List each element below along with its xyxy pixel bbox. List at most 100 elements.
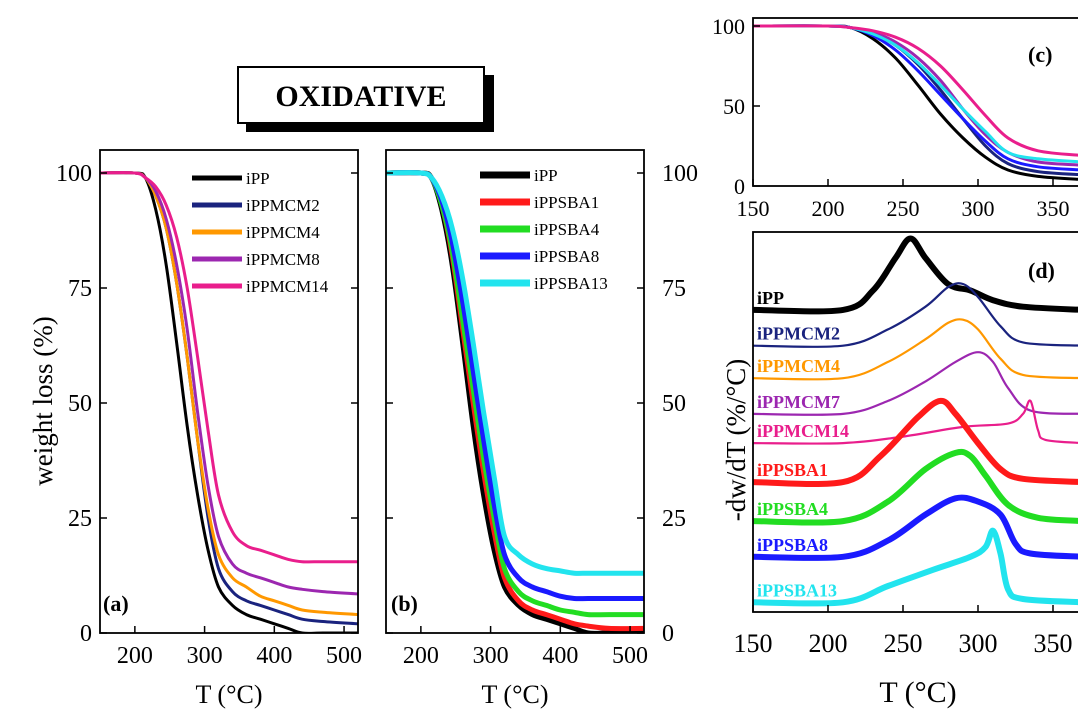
series-line-iPPMCM14	[100, 171, 358, 564]
panel-d: 150 200 250 300 350 iPP iPPMCM2 iPPMCM4 iPPMCM7…	[734, 231, 1078, 709]
series-line-iPPMCM14	[753, 399, 1078, 445]
series-line-iPPMCM4	[753, 318, 1078, 381]
x-tick-label: 300	[962, 196, 995, 221]
y-tick-label: 25	[662, 506, 686, 532]
series-line-iPPMCM8	[100, 171, 358, 596]
series-line-iPPSBA8	[753, 494, 1078, 561]
panel-d-axes: 150 200 250 300 350	[734, 605, 1073, 658]
series-line-iPPMCM2	[753, 282, 1078, 348]
y-tick-label: 50	[68, 391, 92, 417]
y-tick-label: 0	[80, 621, 92, 647]
panel-d-label: (d)	[1028, 258, 1055, 283]
legend-label-iPPSBA1: iPPSBA1	[534, 193, 599, 212]
series-line-iPPSBA4	[753, 448, 1078, 526]
x-tick-label: 400	[256, 643, 292, 669]
series-label-iPPSBA13: iPPSBA13	[757, 580, 837, 600]
series-label-iPPSBA1: iPPSBA1	[757, 460, 828, 480]
panel-d-frame	[752, 231, 1078, 613]
legend-label-iPPMCM4: iPPMCM4	[246, 223, 320, 242]
panel-b-legend: iPP iPPSBA1 iPPSBA4 iPPSBA8 iPPSBA13	[480, 166, 608, 293]
legend-label-iPPMCM2: iPPMCM2	[246, 196, 320, 215]
panel-b-xlabel: T (°C)	[482, 680, 549, 709]
x-tick-label: 200	[403, 643, 439, 669]
panel-b-series	[386, 170, 644, 633]
series-line-iPPSBA13	[386, 170, 644, 576]
panel-d-series	[753, 235, 1078, 607]
series-line-iPPSBA8	[386, 170, 644, 602]
panel-a-label: (a)	[103, 591, 129, 616]
series-line-c-5	[753, 24, 1078, 157]
x-tick-label: 350	[1037, 196, 1070, 221]
title-box: OXIDATIVE	[237, 66, 494, 132]
y-tick-label: 0	[662, 621, 674, 647]
y-tick-label: 0	[734, 174, 745, 199]
series-label-iPPSBA8: iPPSBA8	[757, 535, 828, 555]
panel-c-axes: 150 200 250 300 350 0 50 100	[712, 14, 1070, 221]
y-tick-label: 50	[723, 94, 745, 119]
panel-b-label: (b)	[391, 591, 418, 616]
x-tick-label: 150	[737, 196, 770, 221]
series-line-iPPMCM4	[100, 171, 358, 617]
x-tick-label: 150	[734, 629, 773, 658]
series-label-iPPMCM2: iPPMCM2	[757, 324, 840, 344]
panel-a-ylabel: weight loss (%)	[28, 316, 58, 485]
panel-c-frame	[752, 17, 1078, 187]
legend-label-iPPSBA4: iPPSBA4	[534, 220, 600, 239]
title-label: OXIDATIVE	[275, 80, 446, 113]
y-tick-label: 75	[662, 276, 686, 302]
panel-d-ylabel: -dw/dT (%/°C)	[721, 359, 751, 522]
legend-label-iPP: iPP	[534, 166, 558, 185]
series-label-iPPMCM14: iPPMCM14	[757, 421, 849, 441]
series-line-iPPSBA13	[753, 527, 1078, 607]
panel-b: 200 300 400 500 0 25 50 75 100 iPP iPPSBA1 iPPSBA4…	[385, 149, 698, 709]
series-line-iPPMCM7	[753, 351, 1078, 416]
legend-label-iPPMCM8: iPPMCM8	[246, 250, 320, 269]
panel-b-axes: 200 300 400 500 0 25 50 75 100	[386, 161, 698, 669]
panel-b-frame	[385, 149, 645, 634]
x-tick-label: 500	[612, 643, 648, 669]
panel-a-series	[100, 171, 358, 633]
panel-c-series	[753, 24, 1078, 181]
x-tick-label: 250	[884, 629, 923, 658]
series-label-iPPSBA4: iPPSBA4	[757, 499, 828, 519]
y-tick-label: 100	[56, 161, 92, 187]
panel-a-legend: iPP iPPMCM2 iPPMCM4 iPPMCM8 iPPMCM14	[192, 169, 329, 296]
x-tick-label: 250	[887, 196, 920, 221]
y-tick-label: 50	[662, 391, 686, 417]
legend-label-iPPSBA8: iPPSBA8	[534, 247, 599, 266]
y-tick-label: 25	[68, 506, 92, 532]
series-label-iPP: iPP	[757, 288, 784, 308]
series-line-iPP	[386, 170, 644, 633]
x-tick-label: 300	[959, 629, 998, 658]
series-label-iPPMCM7: iPPMCM7	[757, 392, 840, 412]
series-label-iPPMCM4: iPPMCM4	[757, 356, 840, 376]
legend-label-iPP: iPP	[246, 169, 270, 188]
x-tick-label: 200	[809, 629, 848, 658]
x-tick-label: 200	[117, 643, 153, 669]
y-tick-label: 100	[662, 161, 698, 187]
panel-a-axes: 200 300 400 500 0 25 50 75 100	[56, 161, 362, 669]
series-line-iPPSBA4	[386, 170, 644, 618]
series-line-iPP	[753, 235, 1078, 315]
panel-d-xlabel: T (°C)	[879, 676, 956, 709]
x-tick-label: 400	[542, 643, 578, 669]
x-tick-label: 200	[812, 196, 845, 221]
panel-a-xlabel: T (°C)	[196, 680, 263, 709]
panel-d-series-labels: iPP iPPMCM2 iPPMCM4 iPPMCM7 iPPMCM14 iPPSBA1 i…	[757, 288, 849, 600]
y-tick-label: 75	[68, 276, 92, 302]
x-tick-label: 300	[473, 643, 509, 669]
y-tick-label: 100	[712, 14, 745, 39]
series-line-iPPSBA1	[753, 397, 1078, 487]
panel-a: 200 300 400 500 0 25 50 75 100 iPP iPPMCM2 iPPMCM4…	[56, 149, 362, 709]
panel-a-frame	[99, 149, 359, 634]
panel-c-label: (c)	[1028, 42, 1052, 67]
series-line-iPPSBA1	[386, 170, 644, 632]
x-tick-label: 350	[1034, 629, 1073, 658]
legend-label-iPPSBA13: iPPSBA13	[534, 274, 608, 293]
panel-c: 150 200 250 300 350 0 50 100 (c)	[712, 14, 1078, 221]
x-tick-label: 500	[326, 643, 362, 669]
legend-label-iPPMCM14: iPPMCM14	[246, 277, 329, 296]
series-line-iPP	[100, 171, 358, 633]
x-tick-label: 300	[187, 643, 223, 669]
